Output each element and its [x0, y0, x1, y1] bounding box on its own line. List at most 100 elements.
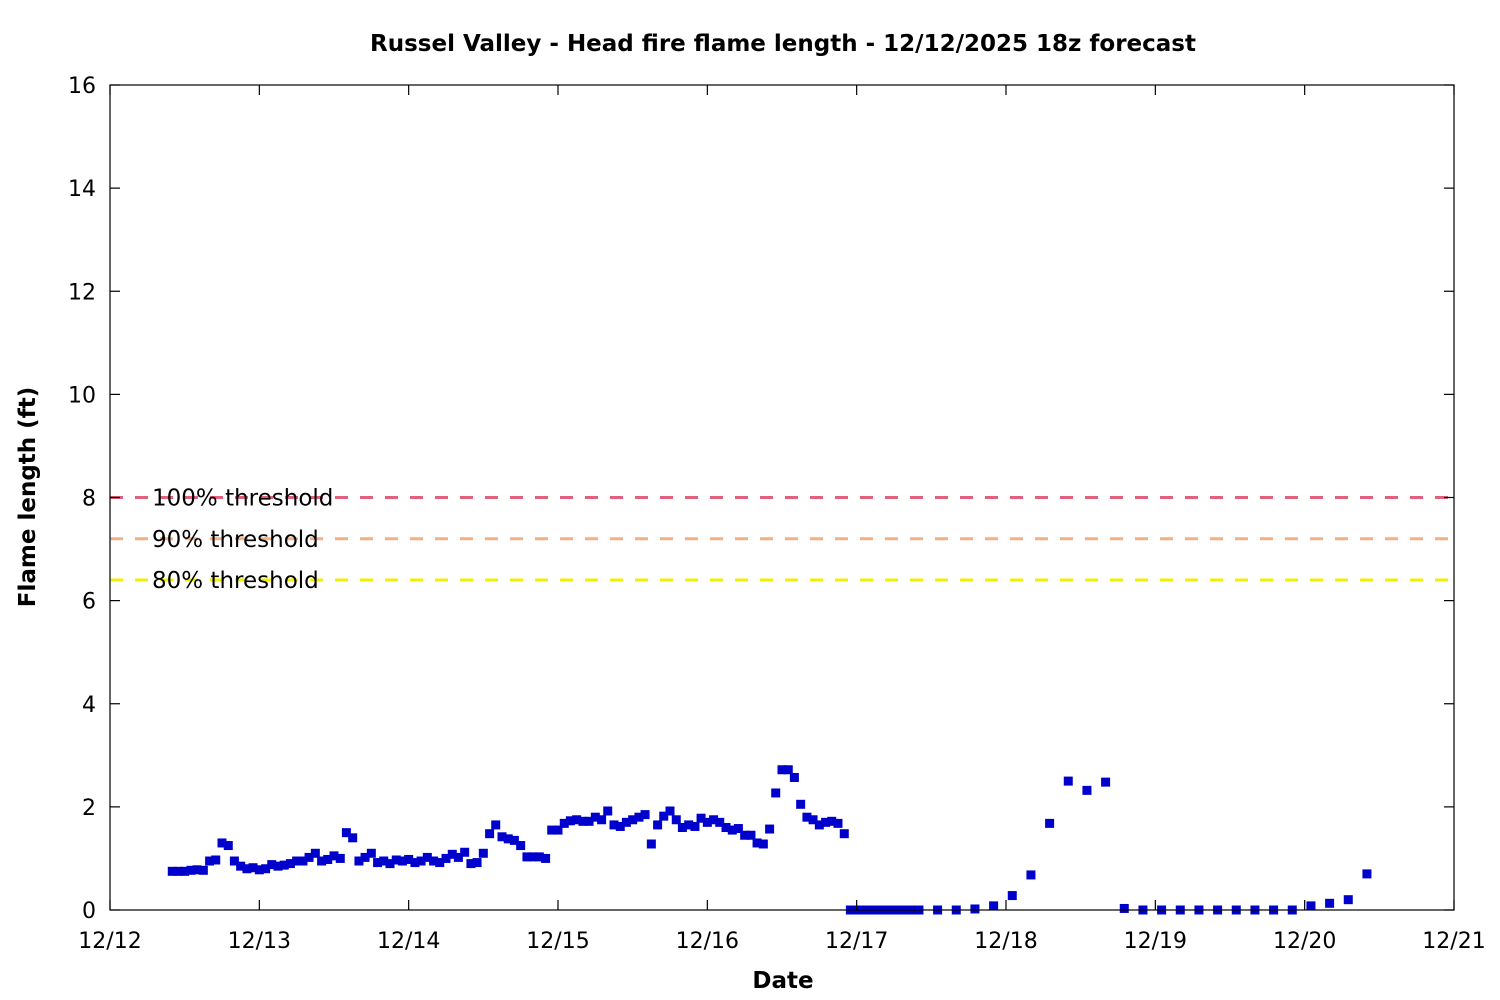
- data-point: [385, 859, 395, 869]
- data-point: [528, 852, 538, 862]
- data-point: [1362, 869, 1372, 879]
- data-point: [416, 856, 426, 866]
- data-point: [429, 856, 439, 866]
- data-points: [167, 765, 1372, 915]
- data-point: [192, 865, 202, 875]
- data-point: [609, 820, 619, 830]
- data-point: [298, 856, 308, 866]
- data-point: [603, 806, 613, 816]
- data-point: [659, 811, 669, 821]
- threshold-label-1: 90% threshold: [152, 527, 319, 553]
- data-point: [310, 848, 320, 858]
- data-point: [186, 865, 196, 875]
- data-point: [522, 852, 532, 862]
- data-point: [335, 853, 345, 863]
- threshold-lines: 100% threshold 90% threshold 80% threshold: [110, 486, 1454, 594]
- data-point: [261, 864, 271, 874]
- data-point: [173, 866, 183, 876]
- data-point: [341, 828, 351, 838]
- data-point: [198, 865, 208, 875]
- data-point: [404, 854, 414, 864]
- y-tick-label: 16: [68, 74, 96, 99]
- data-point: [248, 863, 258, 873]
- data-point: [491, 820, 501, 830]
- data-point: [814, 820, 824, 830]
- data-point: [590, 812, 600, 822]
- data-point: [478, 848, 488, 858]
- y-tick-label: 6: [82, 590, 96, 615]
- data-point: [329, 851, 339, 861]
- data-point: [559, 818, 569, 828]
- x-tick-label: 12/19: [1124, 929, 1187, 954]
- data-point: [597, 815, 607, 825]
- data-point: [765, 824, 775, 834]
- data-point: [273, 861, 283, 871]
- y-tick-label: 14: [68, 177, 96, 202]
- x-tick-label: 12/15: [526, 929, 589, 954]
- data-point: [783, 765, 793, 775]
- data-point: [205, 856, 215, 866]
- data-point: [709, 815, 719, 825]
- data-point: [534, 852, 544, 862]
- data-point: [317, 856, 327, 866]
- data-point: [516, 841, 526, 851]
- data-point: [323, 854, 333, 864]
- data-point: [485, 829, 495, 839]
- data-point: [727, 825, 737, 835]
- data-point: [242, 864, 252, 874]
- chart-title: Russel Valley - Head fire flame length -…: [370, 31, 1196, 57]
- data-point: [621, 817, 631, 827]
- data-point: [565, 816, 575, 826]
- data-point: [634, 812, 644, 822]
- data-point: [472, 858, 482, 868]
- data-point: [1325, 898, 1335, 908]
- data-point: [684, 820, 694, 830]
- x-tick-label: 12/16: [676, 929, 739, 954]
- data-point: [1045, 818, 1055, 828]
- data-point: [665, 806, 675, 816]
- threshold-label-2: 80% threshold: [152, 568, 319, 594]
- data-point: [721, 823, 731, 832]
- data-point: [746, 830, 756, 840]
- data-point: [1101, 777, 1111, 787]
- data-point: [254, 865, 264, 875]
- data-point: [839, 829, 849, 839]
- data-point: [1026, 870, 1036, 880]
- data-point: [292, 856, 302, 866]
- data-point: [1306, 901, 1316, 911]
- y-tick-label: 8: [82, 487, 96, 512]
- data-point: [285, 859, 295, 869]
- data-point: [167, 866, 177, 876]
- data-point: [304, 852, 314, 862]
- data-point: [497, 832, 507, 842]
- x-axis-label: Date: [752, 968, 813, 994]
- data-point: [696, 813, 706, 823]
- data-point: [628, 815, 638, 825]
- data-point: [360, 852, 370, 862]
- data-point: [410, 858, 420, 868]
- data-point: [422, 852, 432, 862]
- data-point: [348, 833, 358, 843]
- data-point: [572, 815, 582, 825]
- data-point: [789, 772, 799, 782]
- x-tick-label: 12/14: [377, 929, 440, 954]
- data-point: [1007, 891, 1017, 901]
- data-point: [777, 765, 787, 775]
- data-point: [279, 860, 289, 870]
- data-point: [771, 788, 781, 798]
- data-point: [833, 818, 843, 828]
- data-point: [397, 856, 407, 866]
- data-point: [267, 860, 277, 870]
- data-point: [366, 848, 376, 858]
- y-tick-label: 0: [82, 899, 96, 924]
- data-point: [615, 821, 625, 831]
- data-point: [1343, 895, 1353, 905]
- data-point: [460, 847, 470, 857]
- data-point: [435, 858, 445, 868]
- data-point: [373, 858, 383, 868]
- data-point: [453, 852, 463, 862]
- y-tick-label: 2: [82, 796, 96, 821]
- data-point: [690, 821, 700, 831]
- data-point: [796, 799, 806, 809]
